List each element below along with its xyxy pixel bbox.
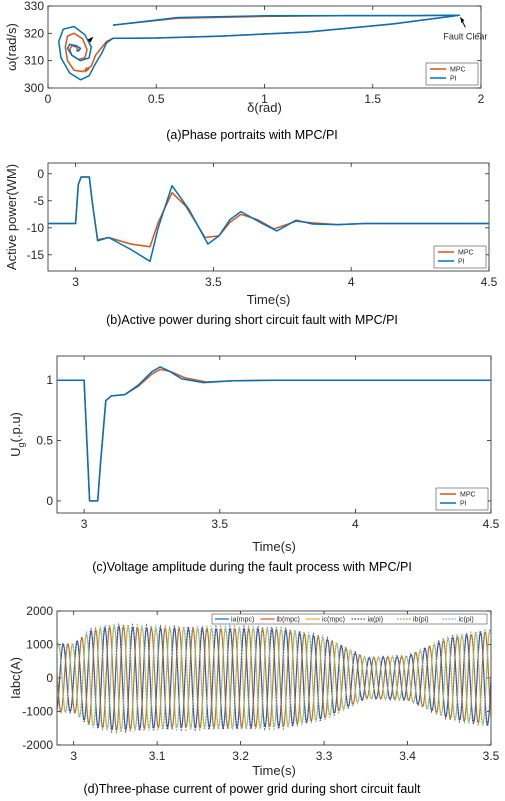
- legend-label: MPC: [450, 67, 466, 74]
- x-tick-label: 3.5: [483, 749, 500, 763]
- legend-d: ia(mpc) ib(mpc) ic(mpc) ia(pi) ib(pi) ic(pi): [211, 613, 488, 625]
- y-axis-label-main: U: [8, 447, 23, 456]
- legend-a: MPC PI: [425, 62, 479, 86]
- series-line-pi: [48, 176, 489, 263]
- y-axis-label: Ug(.p.u): [8, 412, 26, 457]
- plot-area-c: [56, 355, 492, 514]
- trajectory-arrow: [87, 36, 94, 43]
- y-tick-label: 2000: [26, 604, 53, 618]
- legend-label: ic(mpc): [322, 617, 345, 624]
- x-tick-label: 0: [45, 92, 52, 106]
- legend-c: MPC PI: [435, 487, 489, 511]
- plot-area-a: [47, 5, 482, 89]
- trajectory-arrow-mpc: [84, 66, 90, 73]
- series-group-d: [57, 623, 491, 735]
- series-group-b: [48, 176, 489, 263]
- x-axis-label: Time(s): [252, 763, 296, 778]
- chart-b: 3 3.5 4 4.5 -15 -10 -5 0 Time(s) Active power(WM)…: [4, 162, 498, 307]
- y-axis-label: Active power(WM): [4, 164, 19, 270]
- y-tick-label: 0: [46, 671, 53, 685]
- y-tick-label: 1000: [26, 638, 53, 652]
- y-tick-label: 0: [46, 494, 53, 508]
- legend-label: PI: [450, 76, 457, 83]
- legend-label: ia(pi): [368, 617, 384, 624]
- series-line-pi: [57, 366, 491, 502]
- x-tick-label: 4.5: [483, 517, 500, 531]
- x-tick-label: 3: [81, 517, 88, 531]
- y-tick-label: 0.5: [36, 434, 53, 448]
- y-axis-label: ω(rad/s): [4, 23, 19, 71]
- x-tick-label: 3.1: [149, 749, 166, 763]
- caption-d: (d)Three-phase current of power grid dur…: [84, 782, 421, 796]
- y-tick-label: 300: [24, 81, 44, 95]
- x-tick-label: 3: [70, 749, 77, 763]
- x-tick-label: 0.5: [148, 92, 165, 106]
- series-line-ic-pi: [57, 623, 491, 734]
- plot-area-b: [47, 162, 490, 272]
- x-tick-label: 2: [478, 92, 485, 106]
- series-line-ia-pi: [57, 623, 491, 734]
- x-axis-label: δ(rad): [247, 100, 282, 115]
- x-tick-label: 3: [72, 275, 79, 289]
- y-tick-label: 1: [46, 373, 53, 387]
- x-tick-label: 1.5: [364, 92, 381, 106]
- y-axis-label-suffix: (.p.u): [8, 412, 23, 442]
- y-tick-label: -2000: [22, 738, 53, 752]
- y-tick-label: -1000: [22, 705, 53, 719]
- series-group-a: [58, 14, 461, 81]
- series-line-pi: [58, 14, 461, 81]
- y-tick-label: -15: [27, 248, 45, 262]
- y-tick-label: 310: [24, 54, 44, 68]
- legend-label: ib(pi): [413, 617, 429, 624]
- legend-label: PI: [458, 259, 465, 266]
- y-tick-label: -10: [27, 221, 45, 235]
- x-tick-label: 1: [261, 92, 268, 106]
- legend-label: MPC: [460, 492, 476, 499]
- x-tick-label: 3.5: [211, 517, 228, 531]
- y-axis-label-sub: g: [16, 442, 26, 447]
- x-tick-label: 3.3: [316, 749, 333, 763]
- legend-box: [211, 613, 488, 625]
- x-tick-label: 4: [348, 275, 355, 289]
- y-tick-label: -5: [33, 194, 44, 208]
- chart-d: 3 3.1 3.2 3.3 3.4 3.5 -2000 -1000 0 1000 2000 Time(…: [8, 604, 500, 778]
- x-tick-label: 4.5: [481, 275, 498, 289]
- y-tick-label: 0: [37, 167, 44, 181]
- legend-label: ic(pi): [459, 617, 474, 624]
- legend-label: PI: [460, 501, 467, 508]
- caption-a: (a)Phase portraits with MPC/PI: [166, 128, 338, 142]
- annotation-arrowhead: [460, 17, 465, 24]
- x-tick-label: 4: [352, 517, 359, 531]
- legend-label: MPC: [458, 250, 474, 257]
- caption-b: (b)Active power during short circuit fau…: [106, 313, 398, 327]
- series-group-c: [57, 366, 491, 502]
- caption-c: (c)Voltage amplitude during the fault pr…: [92, 560, 412, 574]
- legend-label: ia(mpc): [231, 617, 254, 624]
- y-tick-label: 330: [24, 0, 44, 13]
- y-tick-label: 320: [24, 26, 44, 40]
- legend-b: MPC PI: [433, 245, 487, 269]
- x-tick-label: 3.5: [205, 275, 222, 289]
- x-tick-label: 3.4: [399, 749, 416, 763]
- x-tick-label: 3.2: [232, 749, 249, 763]
- x-axis-label: Time(s): [252, 539, 296, 554]
- series-line-ib-pi: [57, 623, 491, 735]
- y-axis-label: Iabc(A): [8, 657, 23, 699]
- annotation-fault-clear: Fault Clear: [443, 31, 487, 41]
- chart-a: 0 0.5 1 1.5 2 300 310 320 330 δ(rad) ω(rad/s) MPC PI…: [4, 0, 487, 115]
- legend-label: ib(mpc): [277, 617, 300, 624]
- x-axis-label: Time(s): [247, 292, 291, 307]
- chart-c: 3 3.5 4 4.5 0 0.5 1 Time(s) Ug(.p.u) MPC PI: [8, 355, 500, 554]
